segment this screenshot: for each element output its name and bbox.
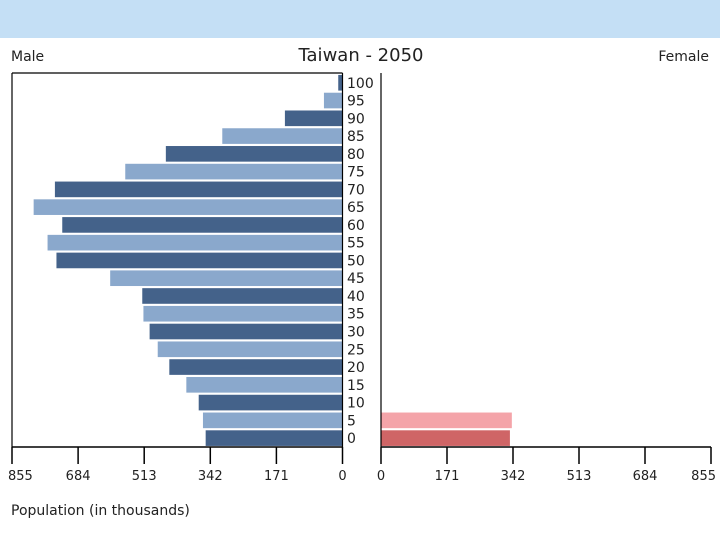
female-bar-5 [381, 412, 512, 429]
axes-group [11, 72, 712, 464]
age-label-10: 10 [347, 396, 365, 412]
age-label-75: 75 [347, 165, 365, 181]
age-label-90: 90 [347, 111, 365, 127]
age-label-95: 95 [347, 94, 365, 110]
right-tick-label-342: 342 [501, 469, 526, 484]
age-label-35: 35 [347, 307, 365, 323]
left-tick-label-855: 855 [8, 469, 33, 484]
header-bar [0, 0, 720, 38]
age-label-40: 40 [347, 289, 365, 305]
x-axis-label: Population (in thousands) [11, 503, 190, 519]
right-tick-label-684: 684 [633, 469, 658, 484]
age-label-60: 60 [347, 218, 365, 234]
age-label-85: 85 [347, 129, 365, 145]
male-bar-55 [47, 234, 343, 251]
male-bar-75 [125, 163, 343, 180]
male-bar-50 [56, 252, 343, 269]
age-label-50: 50 [347, 253, 365, 269]
age-label-100: 100 [347, 76, 374, 92]
age-label-70: 70 [347, 182, 365, 198]
male-label: Male [11, 49, 44, 65]
right-tick-label-0: 0 [377, 469, 385, 484]
age-label-55: 55 [347, 236, 365, 252]
left-tick-label-171: 171 [264, 469, 289, 484]
male-bar-70 [54, 181, 343, 198]
right-tick-label-855: 855 [691, 469, 716, 484]
left-tick-label-684: 684 [66, 469, 91, 484]
right-tick-label-171: 171 [435, 469, 460, 484]
age-label-15: 15 [347, 378, 365, 394]
age-label-65: 65 [347, 200, 365, 216]
age-label-5: 5 [347, 413, 356, 429]
age-label-30: 30 [347, 325, 365, 341]
left-tick-label-513: 513 [132, 469, 157, 484]
male-bar-35 [143, 305, 343, 322]
female-label: Female [658, 49, 709, 65]
male-bar-15 [186, 376, 343, 393]
male-bar-80 [165, 146, 343, 162]
left-tick-label-342: 342 [198, 469, 223, 484]
age-label-25: 25 [347, 342, 365, 358]
age-label-80: 80 [347, 147, 365, 163]
chart-title: Taiwan - 2050 [298, 45, 424, 66]
male-bar-85 [222, 128, 343, 144]
male-bar-25 [157, 341, 343, 358]
age-label-20: 20 [347, 360, 365, 376]
age-label-0: 0 [347, 431, 356, 447]
male-bar-0 [205, 430, 343, 446]
male-bar-45 [110, 270, 343, 287]
male-bar-95 [323, 92, 343, 109]
male-bar-40 [142, 288, 343, 304]
labels-group: 1009590858075706560555045403530252015105… [8, 76, 716, 484]
bars-group [33, 74, 512, 446]
male-bar-5 [202, 412, 343, 429]
right-tick-label-513: 513 [567, 469, 592, 484]
male-bar-10 [198, 394, 343, 411]
age-label-45: 45 [347, 271, 365, 287]
male-bar-20 [169, 359, 343, 375]
female-bar-0 [381, 430, 510, 446]
male-bar-30 [149, 323, 343, 340]
male-bar-65 [33, 199, 343, 215]
male-bar-100 [338, 74, 343, 91]
male-bar-60 [62, 217, 343, 233]
male-bar-90 [284, 110, 343, 127]
left-tick-label-0: 0 [338, 469, 346, 484]
